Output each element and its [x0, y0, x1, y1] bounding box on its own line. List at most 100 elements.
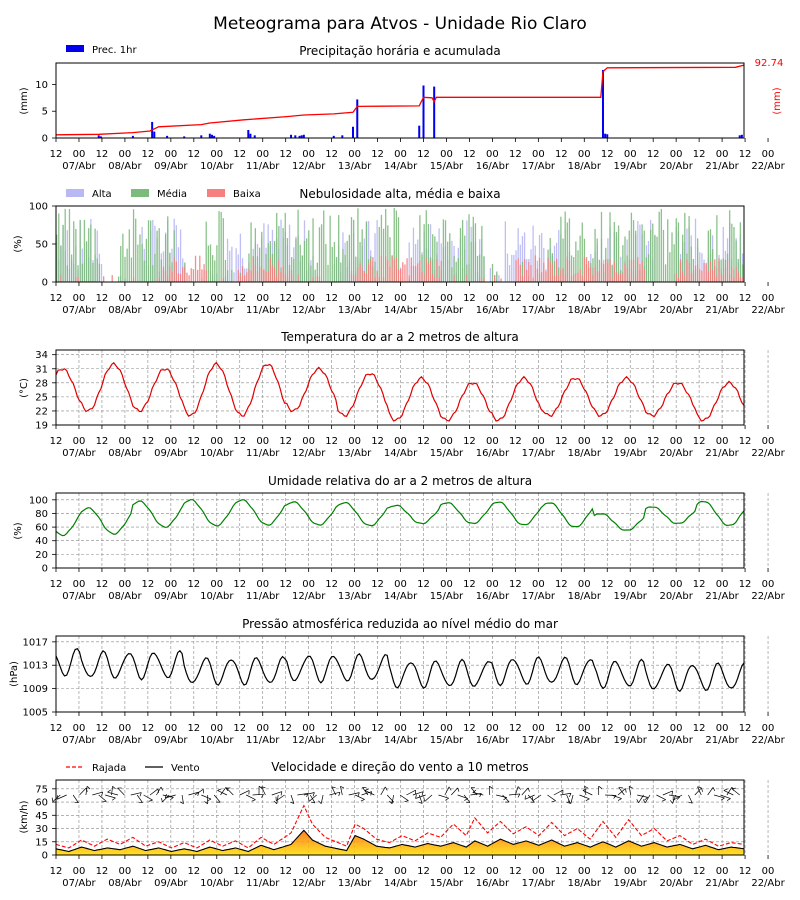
- x-tick-hour-label: 00: [532, 723, 545, 734]
- x-tick-hour-label: 12: [739, 293, 752, 304]
- wind-barb-flag: [164, 794, 167, 799]
- cloud-bar-média: [284, 212, 286, 282]
- x-tick-hour-label: 12: [417, 149, 430, 160]
- cloud-bar-média: [664, 264, 667, 282]
- x-tick-hour-label: 12: [96, 579, 109, 590]
- x-tick-hour-label: 00: [670, 579, 683, 590]
- cloud-bar-média: [560, 216, 562, 282]
- x-tick-hour-label: 00: [210, 723, 223, 734]
- cloud-bar-baixa: [197, 269, 199, 282]
- cloud-bar-média: [145, 238, 148, 282]
- cloud-bar-baixa: [288, 270, 291, 282]
- wind-barb: [331, 786, 337, 796]
- cloud-bar-média: [152, 265, 154, 282]
- x-tick-hour-label: 00: [716, 579, 729, 590]
- cloud-bar-alta: [639, 224, 641, 282]
- cloud-bar-média: [135, 218, 137, 282]
- y-tick-label: 80: [35, 509, 48, 520]
- wind-barb: [560, 792, 572, 796]
- x-tick-hour-label: 00: [716, 866, 729, 877]
- x-tick-hour-label: 12: [50, 149, 63, 160]
- cloud-bar-alta: [177, 247, 180, 282]
- x-tick-hour-label: 00: [256, 149, 269, 160]
- x-tick-hour-label: 00: [119, 579, 132, 590]
- y-tick-label: 60: [35, 523, 48, 534]
- cloud-bar-média: [60, 246, 62, 282]
- cloud-bar-média: [143, 260, 145, 282]
- cloud-bar-baixa: [419, 260, 421, 282]
- cloud-bar-média: [147, 220, 150, 282]
- cloud-bar-alta: [637, 220, 639, 282]
- x-tick-hour-label: 12: [647, 579, 660, 590]
- cloud-bar-baixa: [182, 267, 184, 282]
- x-tick-hour-label: 00: [119, 723, 132, 734]
- wind-barb: [669, 794, 681, 798]
- wind-barb-flag: [551, 800, 556, 803]
- cloud-bar-média: [120, 245, 122, 282]
- wind-barb: [391, 794, 394, 804]
- wind-barb: [56, 794, 67, 800]
- cloud-bar-baixa: [517, 258, 519, 282]
- wind-barb-flag: [671, 790, 673, 795]
- wind-area: [56, 830, 744, 855]
- cloud-bar-baixa: [258, 266, 261, 282]
- cloud-bar-média: [643, 230, 645, 282]
- wind-barb-flag: [101, 791, 104, 796]
- x-tick-hour-label: 12: [371, 293, 384, 304]
- plot-frame: [55, 492, 745, 569]
- cloud-bar-média: [615, 231, 618, 282]
- wind-barb-flag: [56, 795, 58, 800]
- cloud-bar-baixa: [690, 273, 692, 282]
- cloud-bar-baixa: [500, 278, 502, 282]
- wind-barb-flag: [290, 801, 295, 804]
- cloud-bar-média: [385, 208, 387, 282]
- cloud-bar-baixa: [244, 275, 246, 282]
- cloud-bar-baixa: [391, 256, 393, 282]
- cloud-bar-média: [496, 271, 498, 282]
- x-tick-date-label: 11/Abr: [246, 161, 280, 172]
- x-tick-hour-label: 12: [325, 866, 338, 877]
- wind-barb: [362, 787, 369, 796]
- cloud-bar-média: [207, 245, 210, 282]
- wind-barb-flag: [697, 786, 702, 789]
- cloud-bar-média: [224, 260, 227, 282]
- wind-barb-flag: [644, 797, 648, 801]
- cloud-bar-média: [476, 255, 479, 282]
- wind-barb: [72, 794, 79, 803]
- x-tick-hour-label: 12: [417, 866, 430, 877]
- cloud-bar-baixa: [532, 277, 534, 282]
- wind-barb: [271, 791, 283, 796]
- cloud-bar-baixa: [521, 276, 524, 282]
- x-tick-date-label: 10/Abr: [200, 878, 234, 889]
- cloud-bar-alta: [233, 272, 235, 282]
- cloud-bar-alta: [367, 221, 370, 282]
- x-tick-hour-label: 12: [693, 866, 706, 877]
- wind-barb-flag: [688, 801, 693, 804]
- y-tick-label: 75: [35, 784, 48, 795]
- wind-barb: [149, 788, 159, 796]
- x-tick-hour-label: 12: [601, 723, 614, 734]
- cloud-bar-baixa: [553, 275, 556, 282]
- cloud-bar-média: [673, 244, 675, 282]
- cloud-bar-média: [77, 265, 79, 282]
- precipitation-panel: Precipitação horária e acumulada (mm) (m…: [19, 44, 786, 172]
- precip-bar: [332, 135, 335, 138]
- cloud-bar-média: [613, 221, 615, 282]
- cloud-bar-média: [741, 264, 744, 282]
- cloud-bar-baixa: [432, 274, 434, 282]
- y-tick-label: 22: [35, 406, 48, 417]
- wind-barb: [309, 794, 316, 804]
- cloud-bar-baixa: [389, 266, 391, 282]
- cloud-bar-média: [483, 256, 485, 282]
- cloud-bar-média: [624, 236, 626, 282]
- x-tick-date-label: 19/Abr: [614, 448, 648, 459]
- x-tick-hour-label: 12: [142, 149, 155, 160]
- humidity-line: [55, 499, 745, 537]
- x-tick-hour-label: 00: [348, 436, 361, 447]
- wind-barb: [527, 794, 535, 803]
- cloud-bar-baixa: [350, 274, 353, 282]
- cloud-bar-média: [297, 209, 299, 282]
- y-tick-label: 1005: [23, 708, 48, 719]
- cloud-bar-média: [214, 260, 216, 282]
- legend-swatch-baixa: [207, 189, 225, 197]
